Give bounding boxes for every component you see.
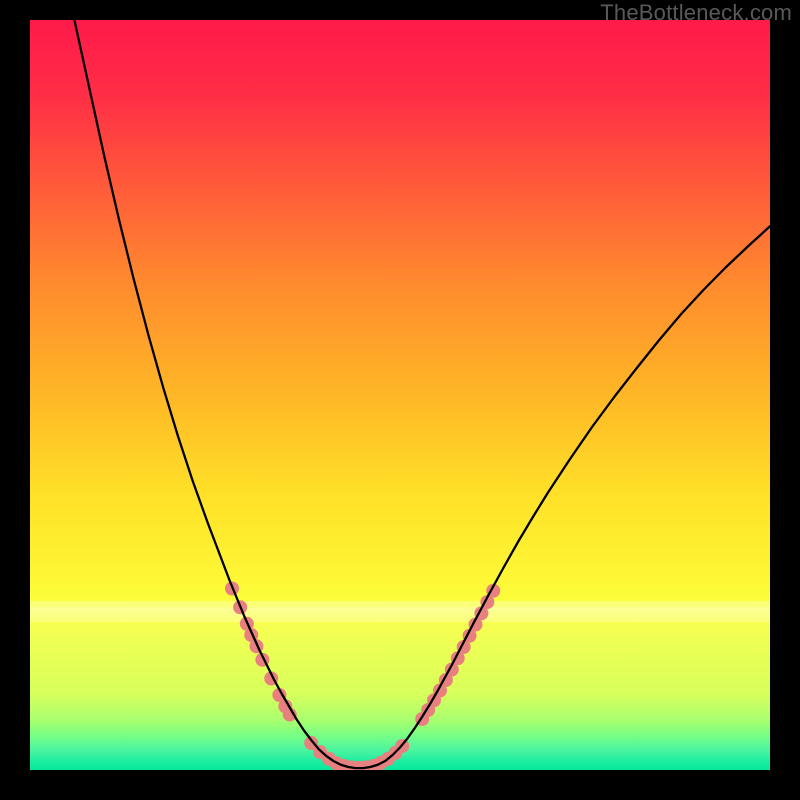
v-curve bbox=[74, 20, 770, 768]
marker-group bbox=[226, 582, 500, 770]
chart-frame: TheBottleneck.com bbox=[0, 0, 800, 800]
plot-area bbox=[30, 20, 770, 770]
curve-layer bbox=[30, 20, 770, 770]
watermark-text: TheBottleneck.com bbox=[600, 0, 792, 26]
